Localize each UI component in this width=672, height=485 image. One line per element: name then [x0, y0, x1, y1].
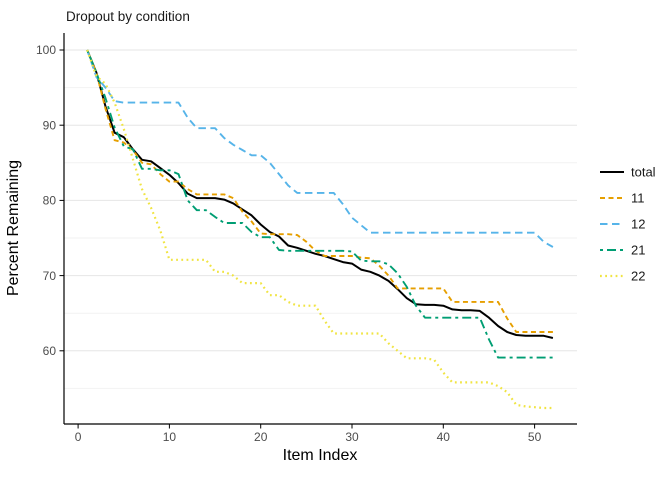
legend-item-total: total: [600, 165, 656, 180]
legend-item-11: 11: [600, 191, 645, 206]
chart-title: Dropout by condition: [66, 9, 190, 24]
x-tick-label: 20: [254, 430, 268, 444]
series-line-total: [86, 49, 554, 339]
legend: total 11 12 21 22: [600, 165, 656, 284]
x-tick-label: 0: [75, 430, 82, 444]
legend-item-21: 21: [600, 243, 645, 258]
series-line-21: [86, 49, 553, 359]
series-lines: [86, 49, 554, 410]
gridlines: [64, 49, 577, 389]
legend-label-total: total: [631, 165, 656, 180]
y-tick-label: 80: [43, 194, 57, 208]
x-tick-label: 10: [163, 430, 177, 444]
x-tick-label: 50: [528, 430, 542, 444]
series-line-11: [86, 49, 553, 333]
y-tick-label: 90: [43, 118, 57, 132]
legend-label-21: 21: [631, 243, 645, 258]
legend-label-12: 12: [631, 217, 645, 232]
x-tick-label: 40: [437, 430, 451, 444]
y-axis-title: Percent Remaining: [5, 160, 22, 296]
series-line-22: [86, 49, 553, 410]
legend-label-11: 11: [631, 191, 645, 206]
y-tick-label: 70: [43, 269, 57, 283]
legend-item-22: 22: [600, 269, 645, 284]
axes: 60 70 80 90 100 0 10 20 30 40 50: [36, 33, 577, 444]
legend-item-12: 12: [600, 217, 645, 232]
x-tick-label: 30: [345, 430, 359, 444]
y-tick-label: 100: [36, 43, 56, 57]
y-tick-label: 60: [43, 344, 57, 358]
x-axis-title: Item Index: [283, 447, 358, 464]
legend-label-22: 22: [631, 269, 645, 284]
series-line-12: [86, 49, 554, 248]
